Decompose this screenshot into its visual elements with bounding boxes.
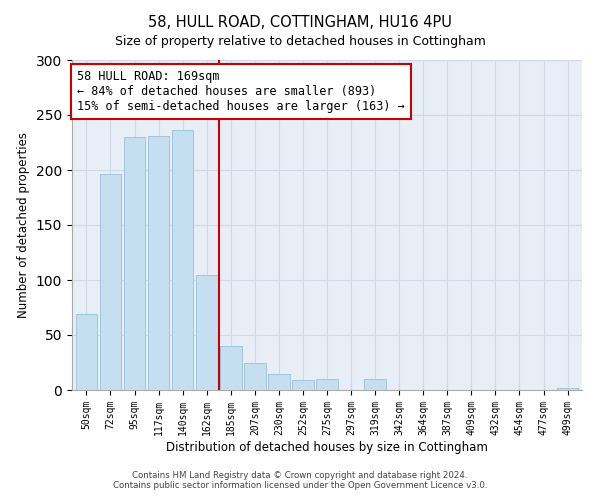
Bar xyxy=(148,136,169,390)
Bar xyxy=(364,379,386,390)
X-axis label: Distribution of detached houses by size in Cottingham: Distribution of detached houses by size … xyxy=(166,440,488,454)
Text: Size of property relative to detached houses in Cottingham: Size of property relative to detached ho… xyxy=(115,35,485,48)
Text: 58, HULL ROAD, COTTINGHAM, HU16 4PU: 58, HULL ROAD, COTTINGHAM, HU16 4PU xyxy=(148,15,452,30)
Bar xyxy=(100,174,121,390)
Bar xyxy=(268,374,290,390)
Bar xyxy=(292,380,314,390)
Bar xyxy=(220,346,242,390)
Bar xyxy=(124,137,145,390)
Bar xyxy=(244,362,266,390)
Bar xyxy=(76,314,97,390)
Bar xyxy=(196,274,218,390)
Text: Contains HM Land Registry data © Crown copyright and database right 2024.
Contai: Contains HM Land Registry data © Crown c… xyxy=(113,470,487,490)
Bar xyxy=(557,388,578,390)
Bar xyxy=(172,130,193,390)
Y-axis label: Number of detached properties: Number of detached properties xyxy=(17,132,31,318)
Text: 58 HULL ROAD: 169sqm
← 84% of detached houses are smaller (893)
15% of semi-deta: 58 HULL ROAD: 169sqm ← 84% of detached h… xyxy=(77,70,405,113)
Bar xyxy=(316,379,338,390)
